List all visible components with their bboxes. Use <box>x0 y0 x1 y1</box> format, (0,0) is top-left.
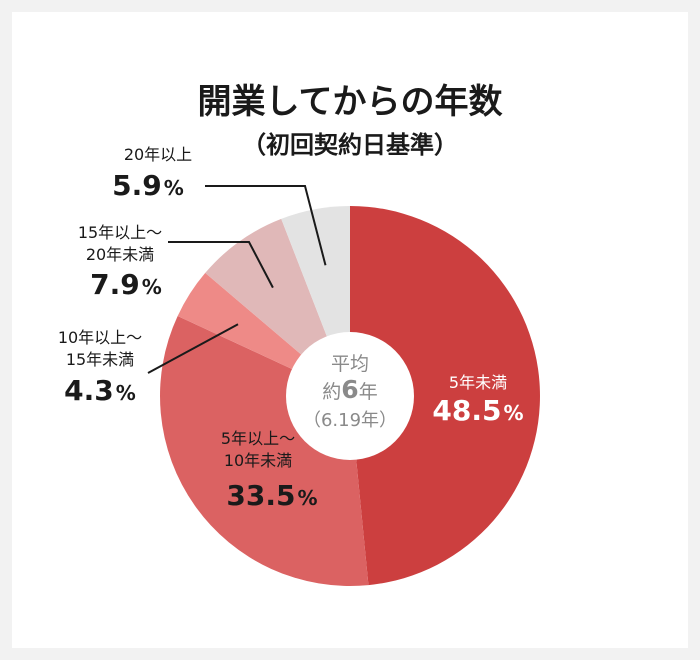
center-prefix: 約 <box>322 381 341 403</box>
center-average-label: 平均 <box>331 353 369 375</box>
leader-line-15-20 <box>168 241 274 289</box>
slice-label-20: 20年以上 <box>124 145 192 164</box>
chart-title: 開業してからの年数 <box>198 82 503 122</box>
slice-label-10-15: 10年以上〜 15年未満 <box>58 328 142 369</box>
slice-value-5-10: 33.5% <box>226 479 317 512</box>
center-average-value: 約6年 <box>322 375 377 404</box>
leader-line-10-15 <box>147 323 239 374</box>
slice-value-10-15: 4.3% <box>64 374 136 407</box>
donut-hole <box>286 332 414 460</box>
slice-label-5-10: 5年以上〜 10年未満 <box>221 429 295 470</box>
slice-value-20: 5.9% <box>112 169 184 202</box>
center-suffix: 年 <box>359 381 378 403</box>
slice-label-5: 5年未満 <box>449 373 507 392</box>
leader-line-20 <box>205 185 327 266</box>
slice-value-15-20: 7.9% <box>90 268 162 301</box>
slice-value-5: 48.5% <box>432 394 523 427</box>
chart-subtitle: （初回契約日基準） <box>242 131 458 159</box>
center-number: 6 <box>341 375 358 404</box>
pie-slice-5 <box>350 206 540 586</box>
slice-label-15-20: 15年以上〜 20年未満 <box>78 223 162 264</box>
center-average-precise: （6.19年） <box>303 410 397 431</box>
